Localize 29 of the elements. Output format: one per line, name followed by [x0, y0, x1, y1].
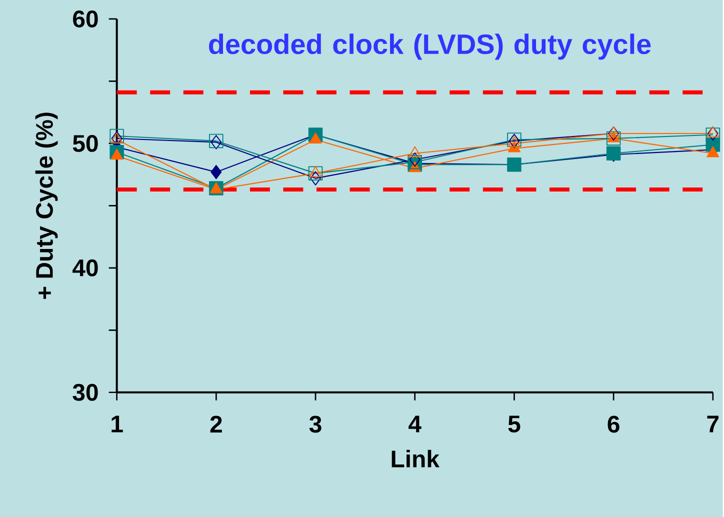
point: [606, 131, 621, 146]
y-tick-label: 30: [72, 384, 98, 401]
point: [308, 166, 323, 180]
point: [706, 126, 720, 138]
point: [110, 128, 124, 143]
x-tick-label: 5: [508, 416, 520, 432]
point: [508, 136, 520, 148]
point: [408, 146, 422, 158]
y-tick-label: 50: [72, 134, 98, 152]
point: [409, 152, 420, 167]
x-axis-title: Link: [392, 450, 440, 468]
x-tick-label: 6: [608, 416, 620, 433]
point: [706, 146, 720, 158]
point: [309, 166, 322, 178]
x-tick-label: 7: [707, 416, 719, 432]
x-tick-label: 1: [112, 416, 123, 432]
point: [110, 148, 124, 160]
point: [608, 126, 620, 141]
x-tick-label: 4: [408, 416, 422, 432]
point: [309, 132, 322, 144]
chart-title: decoded clock (LVDS) duty cycle: [209, 34, 651, 60]
y-axis-title: + Duty Cycle (%): [35, 112, 58, 299]
point: [310, 171, 321, 186]
x-tick-label: 3: [309, 416, 322, 433]
y-tick-label: 60: [73, 10, 98, 28]
point: [607, 126, 620, 138]
y-tick-label: 40: [72, 259, 98, 276]
x-tick-label: 2: [210, 416, 222, 432]
point: [210, 164, 222, 180]
